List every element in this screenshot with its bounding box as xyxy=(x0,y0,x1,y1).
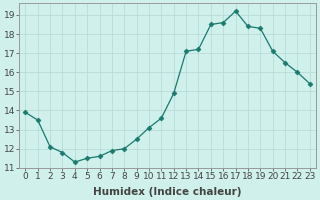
X-axis label: Humidex (Indice chaleur): Humidex (Indice chaleur) xyxy=(93,187,242,197)
